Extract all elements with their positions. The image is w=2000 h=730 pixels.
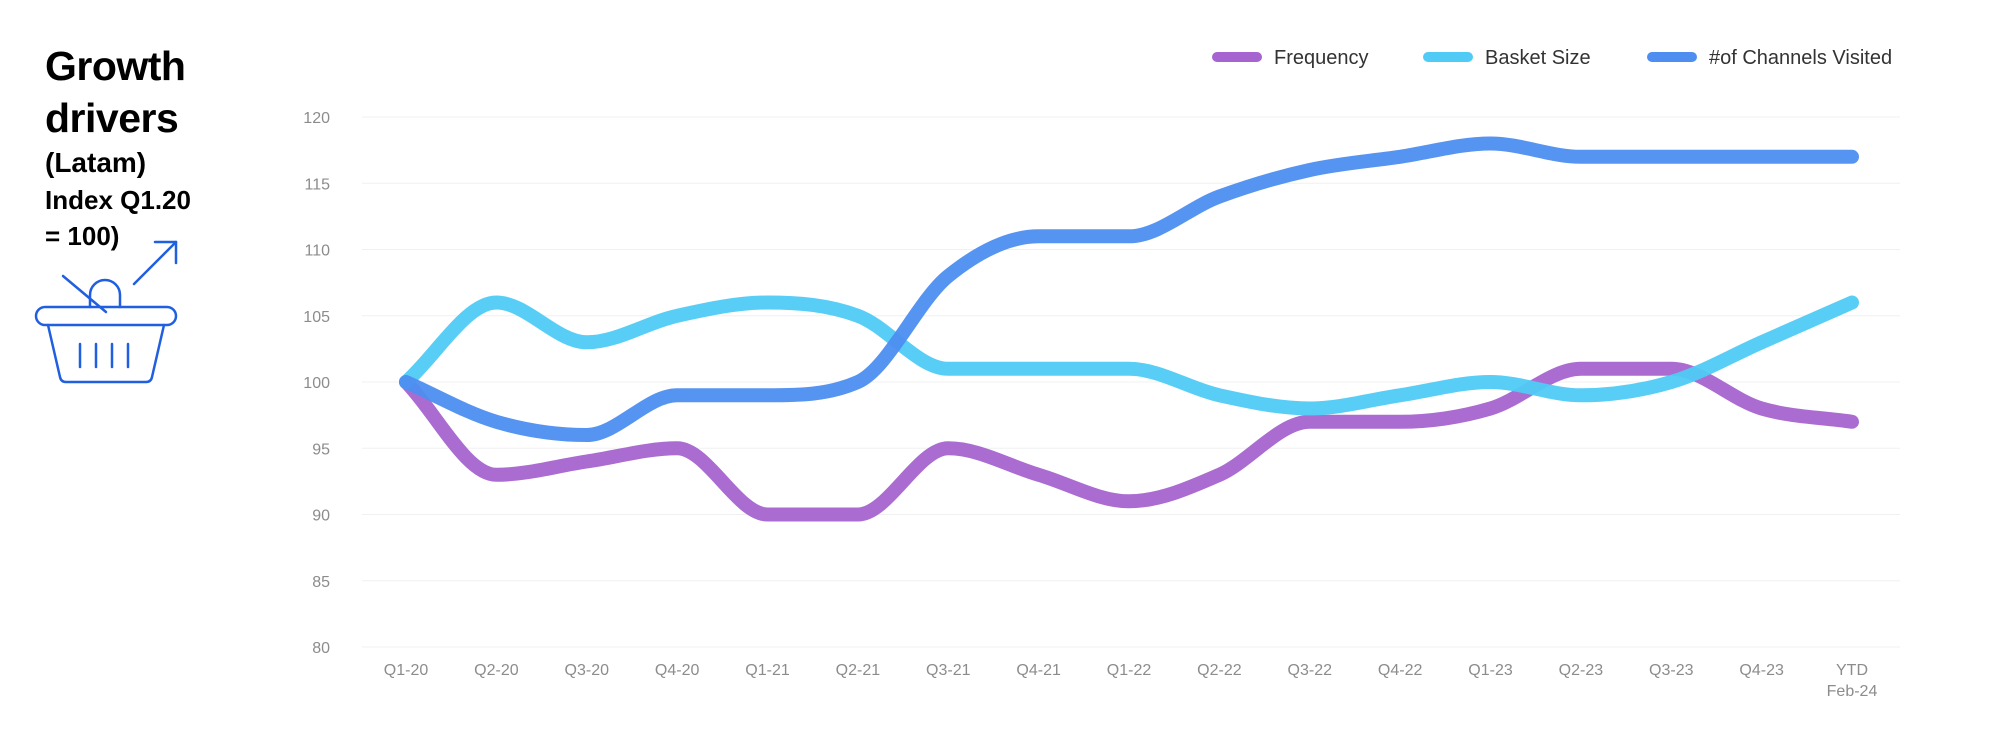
- x-tick-label: Q4-20: [655, 662, 700, 679]
- legend-label-basket-size: Basket Size: [1485, 47, 1591, 69]
- x-tick-label: Q2-23: [1559, 662, 1604, 679]
- y-tick-label: 90: [312, 508, 330, 525]
- y-tick-label: 95: [312, 441, 330, 458]
- x-tick-label: Q4-23: [1739, 662, 1784, 679]
- y-axis: 80 85 90 95 100 105 110 115 120: [303, 110, 330, 657]
- x-tick-label: YTD: [1836, 662, 1868, 679]
- x-tick-label: Q4-21: [1016, 662, 1061, 679]
- x-tick-label: Q3-22: [1288, 662, 1333, 679]
- x-tick-label: Q4-22: [1378, 662, 1423, 679]
- chart-index-note: Index Q1.20 = 100): [45, 185, 191, 251]
- x-tick-label: Q3-20: [565, 662, 610, 679]
- x-tick-label: Q2-21: [836, 662, 881, 679]
- x-tick-label: Q3-21: [926, 662, 971, 679]
- legend-label-of-channels-visited: #of Channels Visited: [1709, 47, 1892, 69]
- legend: Frequency Basket Size #of Channels Visited: [1212, 47, 1892, 69]
- x-tick-label: Q1-22: [1107, 662, 1152, 679]
- y-tick-label: 100: [303, 375, 330, 392]
- y-tick-label: 85: [312, 574, 330, 591]
- series-line-of-channels-visited: [399, 136, 1859, 442]
- chart-subtitle-region: (Latam): [45, 147, 147, 178]
- y-tick-label: 80: [312, 640, 330, 657]
- series-line-basket-size: [399, 295, 1859, 416]
- y-tick-label: 110: [304, 243, 330, 260]
- shopping-basket-growth-icon: [30, 236, 190, 386]
- x-tick-label-line2: Feb-24: [1827, 683, 1878, 700]
- x-tick-label: Q2-20: [474, 662, 519, 679]
- chart-title: Growth drivers: [45, 43, 186, 141]
- series-line-frequency: [399, 361, 1859, 522]
- series-lines: [399, 136, 1859, 522]
- y-tick-label: 115: [304, 176, 330, 193]
- x-axis: Q1-20 Q2-20 Q3-20 Q4-20 Q1-21 Q2-21 Q3-21 Q4-21…: [384, 662, 1878, 700]
- x-tick-label: Q3-23: [1649, 662, 1694, 679]
- y-tick-label: 120: [303, 110, 330, 127]
- x-tick-label: Q2-22: [1197, 662, 1242, 679]
- x-tick-label: Q1-21: [745, 662, 790, 679]
- legend-label-frequency: Frequency: [1274, 47, 1369, 69]
- y-tick-label: 105: [303, 309, 330, 326]
- chart-title-block: Growth drivers (Latam) Index Q1.20 = 100…: [45, 40, 245, 254]
- x-tick-label: Q1-23: [1468, 662, 1513, 679]
- x-tick-label: Q1-20: [384, 662, 429, 679]
